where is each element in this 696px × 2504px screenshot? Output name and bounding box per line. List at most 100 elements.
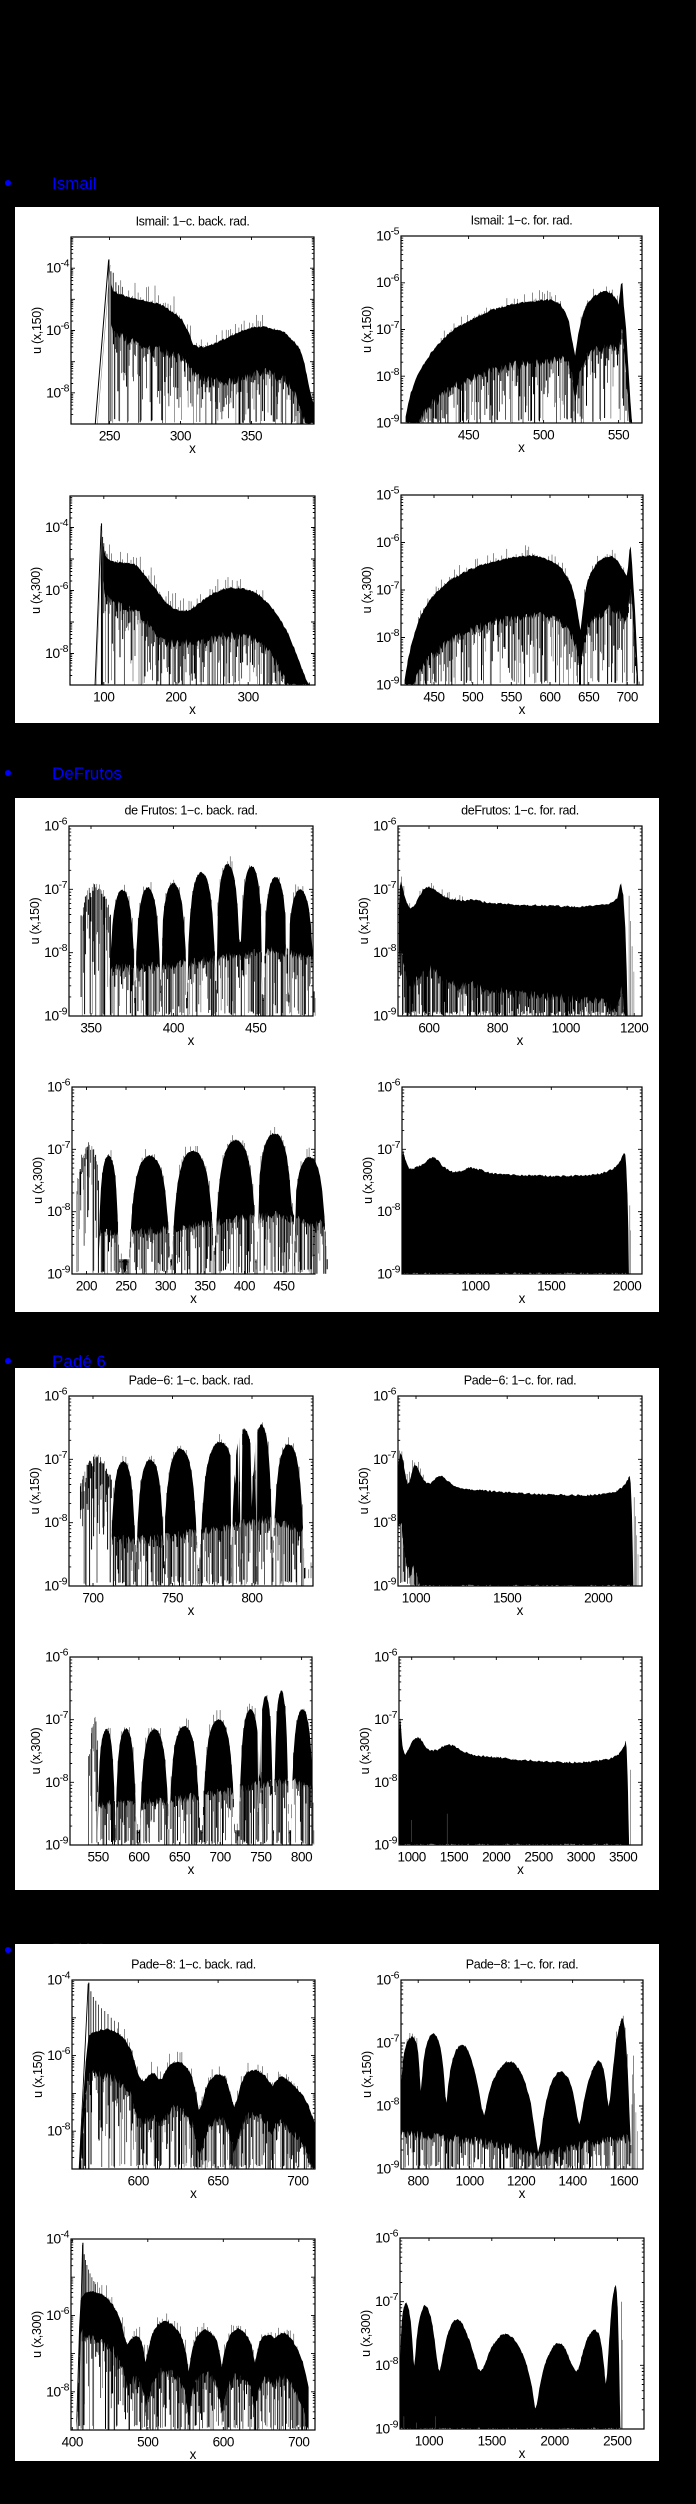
svg-text:10-6: 10-6 bbox=[47, 2045, 71, 2063]
svg-text:250: 250 bbox=[115, 1279, 136, 1294]
svg-text:500: 500 bbox=[533, 428, 554, 443]
svg-text:650: 650 bbox=[169, 1850, 190, 1865]
svg-text:x: x bbox=[517, 1603, 524, 1618]
svg-text:1000: 1000 bbox=[552, 1021, 580, 1036]
svg-text:u (x,300): u (x,300) bbox=[29, 567, 43, 614]
svg-text:250: 250 bbox=[99, 429, 120, 444]
svg-text:10-7: 10-7 bbox=[44, 1449, 68, 1467]
svg-text:10-8: 10-8 bbox=[47, 2121, 71, 2139]
svg-text:10-6: 10-6 bbox=[377, 1077, 401, 1095]
svg-text:u (x,150): u (x,150) bbox=[30, 307, 44, 354]
svg-text:10-9: 10-9 bbox=[375, 2419, 399, 2437]
svg-text:10-8: 10-8 bbox=[375, 2355, 399, 2373]
svg-text:10-6: 10-6 bbox=[373, 1386, 397, 1404]
svg-text:2500: 2500 bbox=[603, 2434, 631, 2449]
svg-text:x: x bbox=[519, 2186, 526, 2201]
svg-text:10-9: 10-9 bbox=[44, 1006, 68, 1024]
svg-text:1500: 1500 bbox=[440, 1850, 468, 1865]
svg-text:10-9: 10-9 bbox=[377, 1264, 401, 1282]
svg-text:10-6: 10-6 bbox=[44, 1386, 68, 1404]
svg-text:550: 550 bbox=[608, 428, 629, 443]
svg-text:u (x,300): u (x,300) bbox=[358, 1728, 372, 1775]
svg-text:10-4: 10-4 bbox=[46, 258, 70, 276]
svg-text:u (x,150): u (x,150) bbox=[28, 898, 42, 945]
svg-text:100: 100 bbox=[93, 690, 114, 705]
svg-text:u (x,300): u (x,300) bbox=[31, 1157, 45, 1204]
svg-text:x: x bbox=[190, 1291, 197, 1306]
svg-text:1000: 1000 bbox=[397, 1850, 425, 1865]
svg-text:10-8: 10-8 bbox=[376, 366, 400, 384]
svg-text:10-7: 10-7 bbox=[47, 1139, 71, 1157]
svg-text:10-7: 10-7 bbox=[376, 319, 400, 337]
svg-text:500: 500 bbox=[462, 690, 483, 705]
svg-text:x: x bbox=[517, 1033, 524, 1048]
svg-text:u (x,300): u (x,300) bbox=[360, 567, 374, 614]
svg-text:10-8: 10-8 bbox=[46, 382, 70, 400]
svg-text:1000: 1000 bbox=[402, 1591, 430, 1606]
svg-text:x: x bbox=[519, 702, 526, 717]
svg-text:10-7: 10-7 bbox=[377, 1139, 401, 1157]
svg-text:600: 600 bbox=[418, 1021, 439, 1036]
svg-text:1000: 1000 bbox=[455, 2174, 483, 2189]
svg-text:3500: 3500 bbox=[609, 1850, 637, 1865]
svg-text:10-6: 10-6 bbox=[375, 2228, 399, 2246]
svg-text:10-8: 10-8 bbox=[377, 1201, 401, 1219]
svg-text:x: x bbox=[519, 2446, 526, 2461]
svg-text:1500: 1500 bbox=[537, 1279, 565, 1294]
svg-text:Ismail: 1−c. for. rad.: Ismail: 1−c. for. rad. bbox=[471, 214, 573, 228]
svg-text:10-9: 10-9 bbox=[376, 413, 400, 431]
svg-text:10-6: 10-6 bbox=[45, 580, 69, 598]
svg-text:10-5: 10-5 bbox=[376, 226, 400, 244]
svg-text:10-8: 10-8 bbox=[47, 1201, 71, 1219]
svg-text:700: 700 bbox=[82, 1591, 103, 1606]
svg-text:10-9: 10-9 bbox=[376, 675, 400, 693]
svg-text:350: 350 bbox=[194, 1279, 215, 1294]
svg-text:10-6: 10-6 bbox=[373, 816, 397, 834]
svg-text:x: x bbox=[518, 440, 525, 455]
svg-text:10-7: 10-7 bbox=[45, 1709, 69, 1727]
svg-text:x: x bbox=[188, 1862, 195, 1877]
svg-text:750: 750 bbox=[162, 1591, 183, 1606]
svg-text:400: 400 bbox=[234, 1279, 255, 1294]
svg-text:u (x,300): u (x,300) bbox=[29, 1728, 43, 1775]
svg-text:10-8: 10-8 bbox=[46, 2381, 70, 2399]
svg-text:800: 800 bbox=[291, 1850, 312, 1865]
svg-text:650: 650 bbox=[578, 690, 599, 705]
svg-text:x: x bbox=[517, 1862, 524, 1877]
svg-text:1600: 1600 bbox=[610, 2174, 638, 2189]
svg-text:u (x,150): u (x,150) bbox=[28, 1468, 42, 1515]
svg-text:10-6: 10-6 bbox=[374, 1647, 398, 1665]
svg-text:Ismail: 1−c. back. rad.: Ismail: 1−c. back. rad. bbox=[136, 215, 250, 229]
svg-text:10-4: 10-4 bbox=[45, 517, 69, 535]
svg-text:10-6: 10-6 bbox=[46, 320, 70, 338]
svg-text:Pade−8: 1−c. for. rad.: Pade−8: 1−c. for. rad. bbox=[466, 1958, 579, 1972]
svg-text:700: 700 bbox=[210, 1850, 231, 1865]
svg-text:450: 450 bbox=[423, 690, 444, 705]
svg-text:500: 500 bbox=[137, 2435, 158, 2450]
svg-text:1200: 1200 bbox=[620, 1021, 648, 1036]
svg-text:400: 400 bbox=[163, 1021, 184, 1036]
svg-text:10-7: 10-7 bbox=[44, 879, 68, 897]
svg-text:10-9: 10-9 bbox=[45, 1835, 69, 1853]
svg-text:600: 600 bbox=[539, 690, 560, 705]
svg-text:700: 700 bbox=[617, 690, 638, 705]
svg-text:1500: 1500 bbox=[493, 1591, 521, 1606]
svg-text:600: 600 bbox=[128, 2174, 149, 2189]
svg-text:10-8: 10-8 bbox=[373, 1512, 397, 1530]
svg-text:10-8: 10-8 bbox=[376, 2096, 400, 2114]
svg-text:2500: 2500 bbox=[524, 1850, 552, 1865]
svg-text:750: 750 bbox=[250, 1850, 271, 1865]
svg-text:1000: 1000 bbox=[461, 1279, 489, 1294]
svg-text:u (x,300): u (x,300) bbox=[30, 2311, 44, 2358]
svg-text:x: x bbox=[188, 1603, 195, 1618]
svg-text:600: 600 bbox=[128, 1850, 149, 1865]
svg-text:1200: 1200 bbox=[507, 2174, 535, 2189]
svg-text:600: 600 bbox=[213, 2435, 234, 2450]
svg-text:2000: 2000 bbox=[584, 1591, 612, 1606]
svg-text:deFrutos: 1−c. for. rad.: deFrutos: 1−c. for. rad. bbox=[461, 804, 579, 818]
svg-text:350: 350 bbox=[80, 1021, 101, 1036]
svg-text:1500: 1500 bbox=[478, 2434, 506, 2449]
svg-text:u (x,150): u (x,150) bbox=[31, 2051, 45, 2098]
svg-text:10-8: 10-8 bbox=[44, 1512, 68, 1530]
svg-text:1400: 1400 bbox=[558, 2174, 586, 2189]
